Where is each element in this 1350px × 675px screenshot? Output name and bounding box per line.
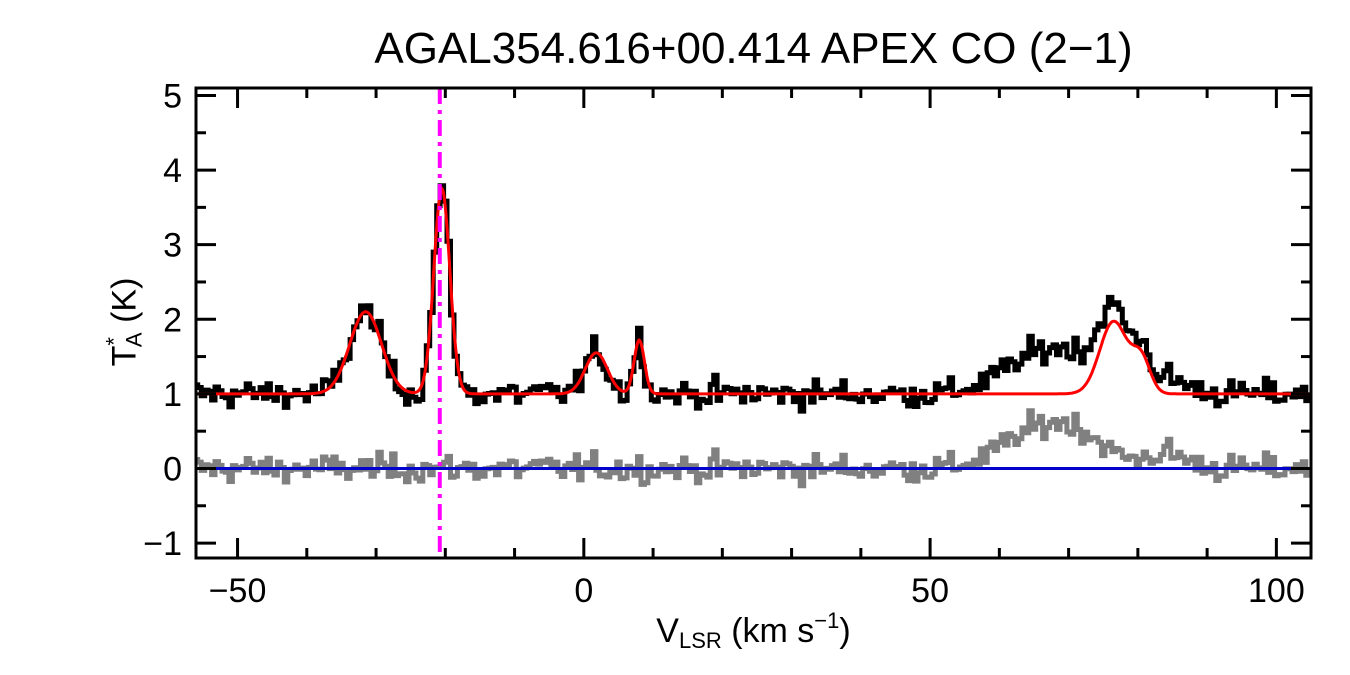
y-tick-label: 5 (163, 77, 182, 115)
x-tick-label: 50 (911, 572, 949, 610)
x-tick-label: 100 (1248, 572, 1305, 610)
y-axis-label: T*A (K) (102, 277, 147, 367)
y-tick-label: 2 (163, 301, 182, 339)
chart-title: AGAL354.616+00.414 APEX CO (2−1) (374, 24, 1133, 73)
x-tick-label: 0 (574, 572, 593, 610)
y-tick-label: 0 (163, 450, 182, 488)
y-tick-label: −1 (143, 525, 182, 563)
x-tick-label: −50 (209, 572, 267, 610)
y-tick-label: 3 (163, 227, 182, 265)
y-label-rest: (K) (105, 277, 144, 333)
gaussian-fit-line (196, 186, 1311, 396)
x-label-sub: LSR (678, 628, 722, 653)
observed-spectrum (196, 183, 1311, 414)
x-label-end: ) (839, 612, 851, 650)
x-axis-label: VLSR (km s−1) (196, 610, 1311, 653)
residual-spectrum (196, 408, 1311, 489)
plot-frame (194, 86, 1313, 560)
x-label-sup: −1 (814, 608, 840, 633)
y-tick-label: 4 (163, 152, 182, 190)
x-label-rest: (km s (721, 612, 815, 650)
y-label-main: T (105, 345, 144, 367)
y-label-sub: A (121, 332, 147, 348)
y-tick-label: 1 (163, 376, 182, 414)
x-label-main: V (656, 612, 679, 650)
